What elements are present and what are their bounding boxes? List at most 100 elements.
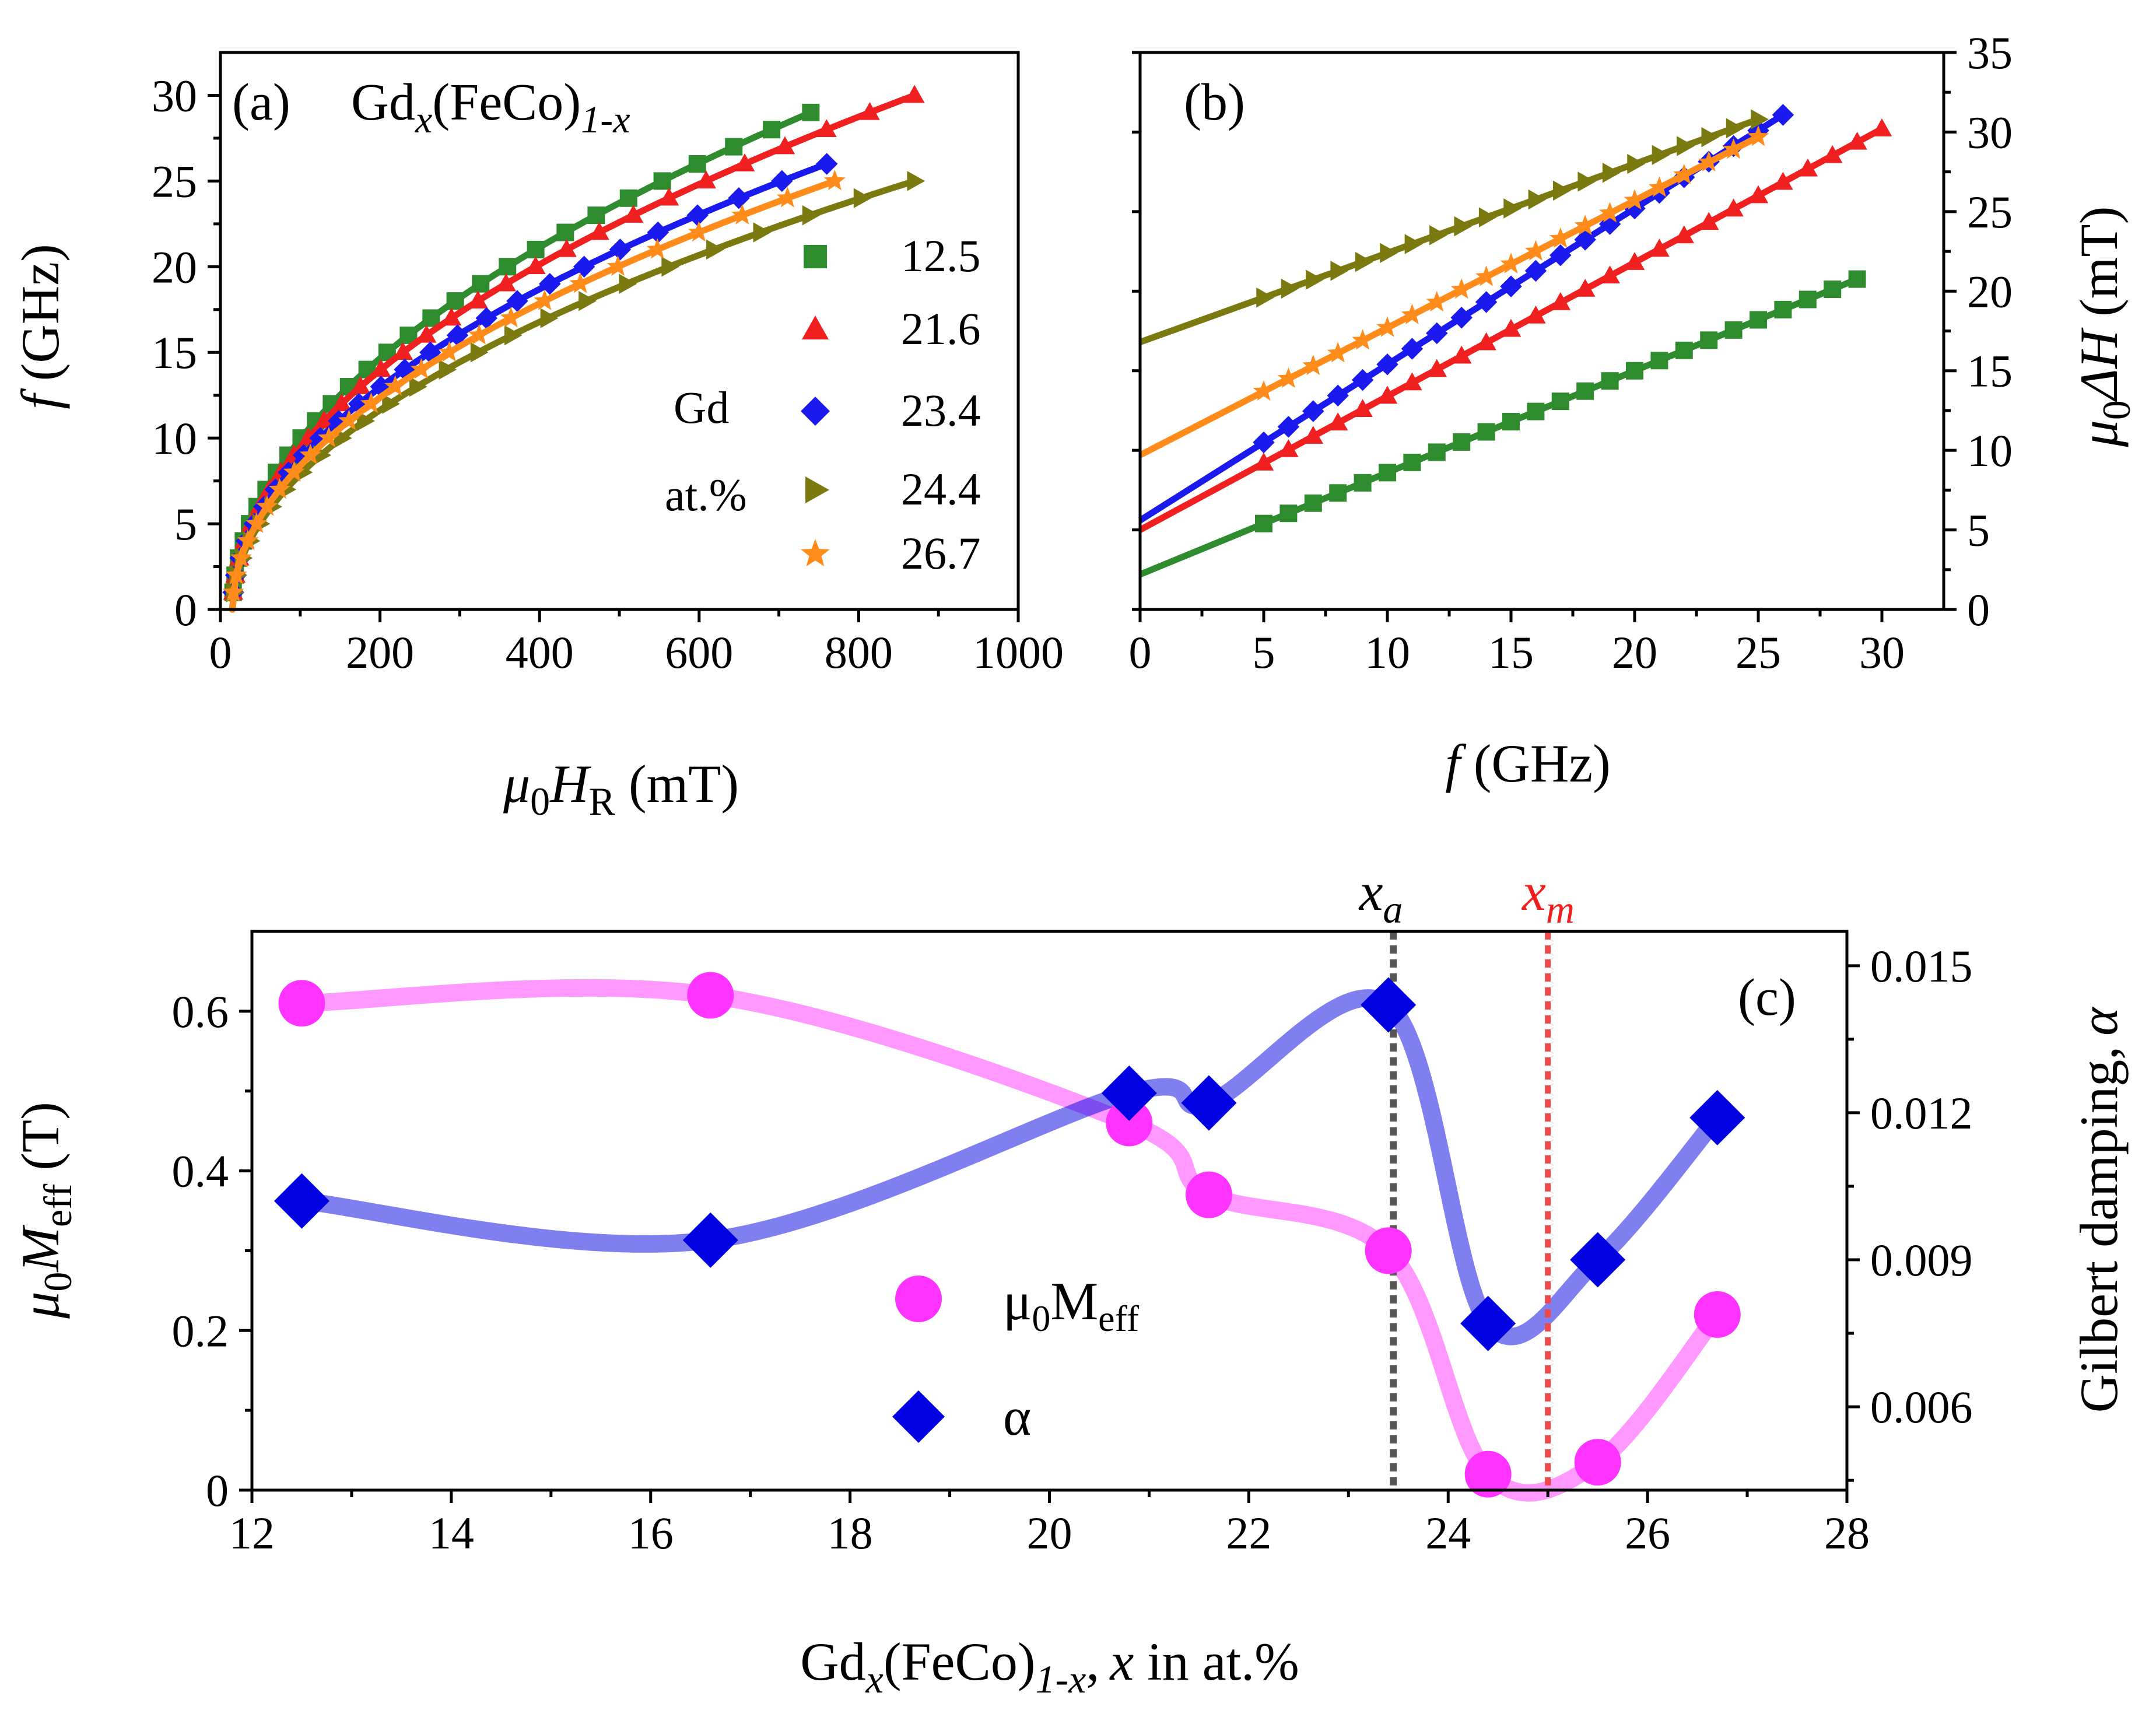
panel-c-marks [274, 931, 1745, 1502]
point-21.6 [1600, 265, 1620, 283]
point-12.5 [1774, 300, 1792, 318]
a-y-tick-label: 20 [152, 241, 197, 292]
point-26.7 [1698, 150, 1720, 171]
point-12.5 [1551, 393, 1569, 411]
legend-marker-26.7 [801, 539, 830, 566]
c-x-tick-label: 16 [628, 1508, 674, 1558]
c-y2-tick-label: 0.012 [1870, 1088, 1973, 1138]
fit-line-21.6 [229, 93, 916, 613]
point-26.7 [1401, 303, 1423, 324]
point-24.4 [1256, 287, 1274, 308]
point-24.4 [1627, 153, 1645, 174]
point-12.5 [1428, 443, 1446, 461]
alpha-point [1460, 1295, 1516, 1351]
meff-point [1694, 1291, 1741, 1338]
panel-c-xlabel: Gdx(FeCo)1-x, x in at.% [800, 1632, 1299, 1701]
b-y-tick-label: 30 [1967, 107, 2013, 157]
panel-b-marks [1138, 104, 1892, 578]
b-y-tick-label: 35 [1967, 27, 2013, 78]
point-23.4 [1475, 291, 1498, 313]
point-24.4 [1306, 269, 1324, 290]
fit-line-23.4 [229, 161, 829, 613]
point-23.4 [1426, 322, 1448, 345]
point-23.4 [1302, 400, 1324, 422]
alpha-point [1361, 977, 1417, 1033]
point-26.7 [1450, 278, 1473, 299]
meff-point [1574, 1439, 1621, 1486]
c-x-tick-label: 20 [1027, 1508, 1072, 1558]
point-24.4 [1602, 163, 1621, 183]
panel-a-ylabel: f (GHz) [10, 244, 70, 409]
point-26.7 [1475, 265, 1498, 286]
point-26.7 [1574, 214, 1596, 236]
panel-a-xlabel: μ0HR (mT) [503, 754, 739, 824]
point-26.7 [1277, 367, 1299, 388]
point-12.5 [1354, 474, 1372, 492]
point-26.7 [1327, 342, 1349, 363]
point-12.5 [1750, 311, 1767, 329]
point-21.6 [1526, 305, 1546, 324]
point-21.6 [1278, 439, 1299, 457]
panel-a-ticks: 0 200 400 600 800 1000 0 5 10 15 20 25 30 [152, 70, 1064, 678]
point-21.6 [1649, 239, 1670, 257]
b-x-tick-label: 5 [1253, 627, 1275, 678]
panel-a-title: Gdx(FeCo)1-x [351, 73, 630, 141]
panel-b-xlabel: f (GHz) [1445, 734, 1611, 793]
point-26.7 [1648, 176, 1670, 197]
b-y-tick-label: 15 [1967, 346, 2013, 397]
b-x-tick-label: 20 [1612, 627, 1657, 678]
a-y-tick-label: 0 [174, 584, 197, 635]
c-y2-tick-label: 0.015 [1870, 941, 1973, 991]
a-y-tick-label: 30 [152, 70, 197, 121]
a-x-tick-label: 600 [665, 627, 733, 678]
point-12.5 [1601, 372, 1619, 390]
c-x-tick-label: 28 [1824, 1508, 1870, 1558]
a-y-tick-label: 25 [152, 156, 197, 206]
point-21.6 [1674, 225, 1695, 244]
point-24.4 [1330, 261, 1349, 281]
point-26.7 [1253, 380, 1275, 401]
point-23.4 [1277, 416, 1300, 438]
meff-point [1365, 1227, 1412, 1274]
point-12.5 [1650, 352, 1668, 370]
point-12.5 [1403, 453, 1421, 471]
legend-title-at: at.% [665, 469, 747, 520]
legend-marker-12.5 [804, 245, 827, 268]
point-12.5 [1824, 281, 1842, 299]
legend-label-21.6: 21.6 [901, 303, 981, 354]
point-24.4 [1751, 109, 1769, 129]
alpha-point [274, 1173, 329, 1229]
legend-label-26.7: 26.7 [901, 528, 981, 579]
point-12.5 [1279, 504, 1298, 523]
c-x-tick-label: 22 [1226, 1508, 1271, 1558]
point-23.4 [1401, 338, 1424, 360]
point-12.5 [1626, 362, 1643, 380]
point-21.6 [1847, 131, 1867, 150]
fit-line-26.7 [229, 178, 836, 613]
point-12.5 [1255, 514, 1272, 532]
c-x-tick-label: 24 [1425, 1508, 1471, 1558]
alpha-point [1101, 1065, 1157, 1121]
panel-b-ticks: 0 5 10 15 20 25 30 0 5 10 15 20 25 30 35 [1129, 27, 2013, 678]
point-24.4 [1429, 225, 1447, 246]
point-26.7 [1302, 355, 1324, 376]
point-23.4 [1450, 306, 1473, 329]
b-y-tick-label: 5 [1967, 505, 1990, 556]
point-12.5 [1848, 270, 1866, 288]
point-23.4 [1500, 275, 1522, 297]
point-12.5 [1675, 341, 1693, 359]
a-x-tick-label: 200 [346, 627, 414, 678]
point-26.7 [1624, 189, 1646, 210]
point-12.5 [1799, 290, 1817, 309]
point-21.6 [1476, 332, 1496, 351]
meff-point [687, 972, 734, 1019]
point-21.6 [1575, 279, 1596, 297]
point-21.6 [1253, 452, 1274, 471]
a-x-tick-label: 0 [209, 627, 232, 678]
point-12.5 [1329, 484, 1347, 502]
legend-marker-24.4 [805, 476, 829, 503]
point-26.7 [1500, 253, 1522, 274]
point-23.4 [1253, 431, 1275, 454]
point-21.6 [1822, 145, 1843, 163]
point-21.6 [1352, 399, 1373, 418]
